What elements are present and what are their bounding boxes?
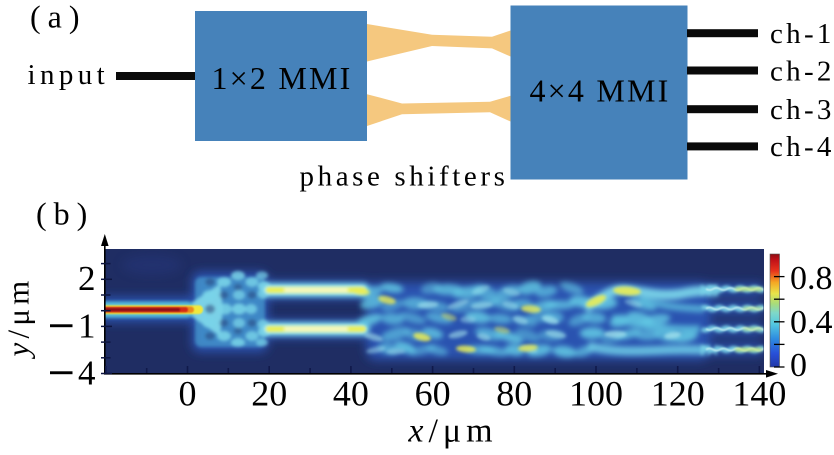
svg-text:phase shifters: phase shifters [300, 161, 509, 193]
svg-text:40: 40 [333, 374, 369, 414]
svg-text:1: 1 [78, 307, 96, 346]
svg-text:100: 100 [569, 374, 623, 414]
svg-text:0.4: 0.4 [790, 304, 833, 341]
svg-text:y/μm: y/μm [1, 277, 36, 360]
svg-text:60: 60 [415, 374, 451, 414]
svg-text:(a): (a) [30, 0, 87, 35]
svg-text:ch-3: ch-3 [770, 94, 834, 126]
svg-text:(b): (b) [36, 196, 94, 232]
svg-text:120: 120 [651, 374, 705, 414]
svg-text:0: 0 [790, 347, 807, 384]
svg-text:80: 80 [496, 374, 532, 414]
svg-text:140: 140 [732, 374, 786, 414]
svg-text:4×4 MMI: 4×4 MMI [529, 73, 670, 109]
svg-text:20: 20 [251, 374, 287, 414]
svg-text:4: 4 [78, 354, 96, 393]
svg-text:1×2 MMI: 1×2 MMI [211, 60, 352, 96]
svg-text:x/μm: x/μm [407, 413, 497, 450]
svg-text:0.8: 0.8 [790, 260, 833, 297]
svg-text:0: 0 [179, 374, 197, 414]
svg-text:ch-1: ch-1 [770, 18, 834, 50]
svg-text:ch-2: ch-2 [770, 55, 834, 87]
svg-text:input: input [28, 59, 110, 91]
svg-text:2: 2 [78, 259, 96, 298]
svg-text:ch-4: ch-4 [770, 131, 834, 163]
